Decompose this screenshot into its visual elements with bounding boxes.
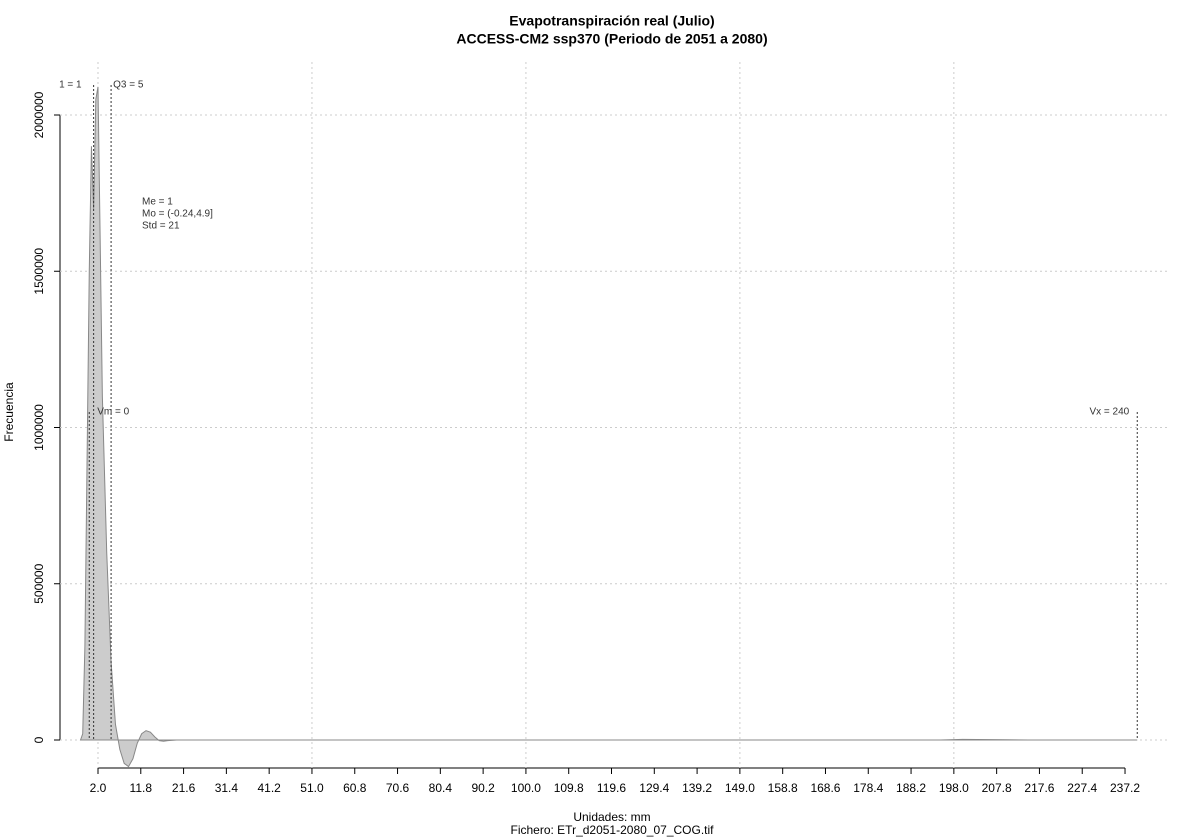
footer: Fichero: ETr_d2051-2080_07_COG.tif xyxy=(511,823,715,837)
x-tick-label: 21.6 xyxy=(172,781,196,795)
x-tick-label: 119.6 xyxy=(597,781,626,795)
annotation-label: 1 = 1 xyxy=(59,80,82,91)
x-tick-label: 109.8 xyxy=(554,781,584,795)
x-tick-label: 158.8 xyxy=(768,781,798,795)
x-tick-label: 70.6 xyxy=(386,781,410,795)
x-tick-label: 80.4 xyxy=(429,781,453,795)
y-tick-label: 1500000 xyxy=(32,248,46,295)
y-tick-label: 500000 xyxy=(32,563,46,603)
y-tick-label: 2000000 xyxy=(32,91,46,138)
x-axis-label: Unidades: mm xyxy=(573,810,650,824)
y-tick-label: 0 xyxy=(32,736,46,743)
x-tick-label: 139.2 xyxy=(682,781,712,795)
x-tick-label: 90.2 xyxy=(471,781,495,795)
y-axis-label: Frecuencia xyxy=(2,382,16,442)
x-tick-label: 198.0 xyxy=(939,781,969,795)
x-tick-label: 100.0 xyxy=(511,781,541,795)
annotation-label: Q3 = 5 xyxy=(113,80,144,91)
x-tick-label: 207.8 xyxy=(982,781,1012,795)
x-tick-label: 178.4 xyxy=(853,781,883,795)
annotation-label: Vm = 0 xyxy=(97,407,129,418)
x-tick-label: 227.4 xyxy=(1067,781,1097,795)
x-tick-label: 129.4 xyxy=(639,781,669,795)
x-tick-label: 168.6 xyxy=(810,781,840,795)
x-tick-label: 217.6 xyxy=(1024,781,1054,795)
x-tick-label: 149.0 xyxy=(725,781,755,795)
stats-text: Me = 1 xyxy=(142,197,173,208)
stats-text: Std = 21 xyxy=(142,221,180,232)
y-tick-label: 1000000 xyxy=(32,404,46,451)
x-tick-label: 60.8 xyxy=(343,781,367,795)
annotation-label: Vx = 240 xyxy=(1089,407,1129,418)
x-tick-label: 188.2 xyxy=(896,781,926,795)
x-tick-label: 31.4 xyxy=(215,781,239,795)
x-tick-label: 51.0 xyxy=(300,781,324,795)
density-area xyxy=(79,86,1138,768)
x-tick-label: 2.0 xyxy=(90,781,107,795)
stats-text: Mo = (-0.24,4.9] xyxy=(142,209,213,220)
x-tick-label: 11.8 xyxy=(130,781,153,795)
chart-title: Evapotranspiración real (Julio) xyxy=(509,13,714,29)
x-tick-label: 41.2 xyxy=(257,781,281,795)
chart-subtitle: ACCESS-CM2 ssp370 (Periodo de 2051 a 208… xyxy=(456,31,767,47)
x-tick-label: 237.2 xyxy=(1110,781,1140,795)
